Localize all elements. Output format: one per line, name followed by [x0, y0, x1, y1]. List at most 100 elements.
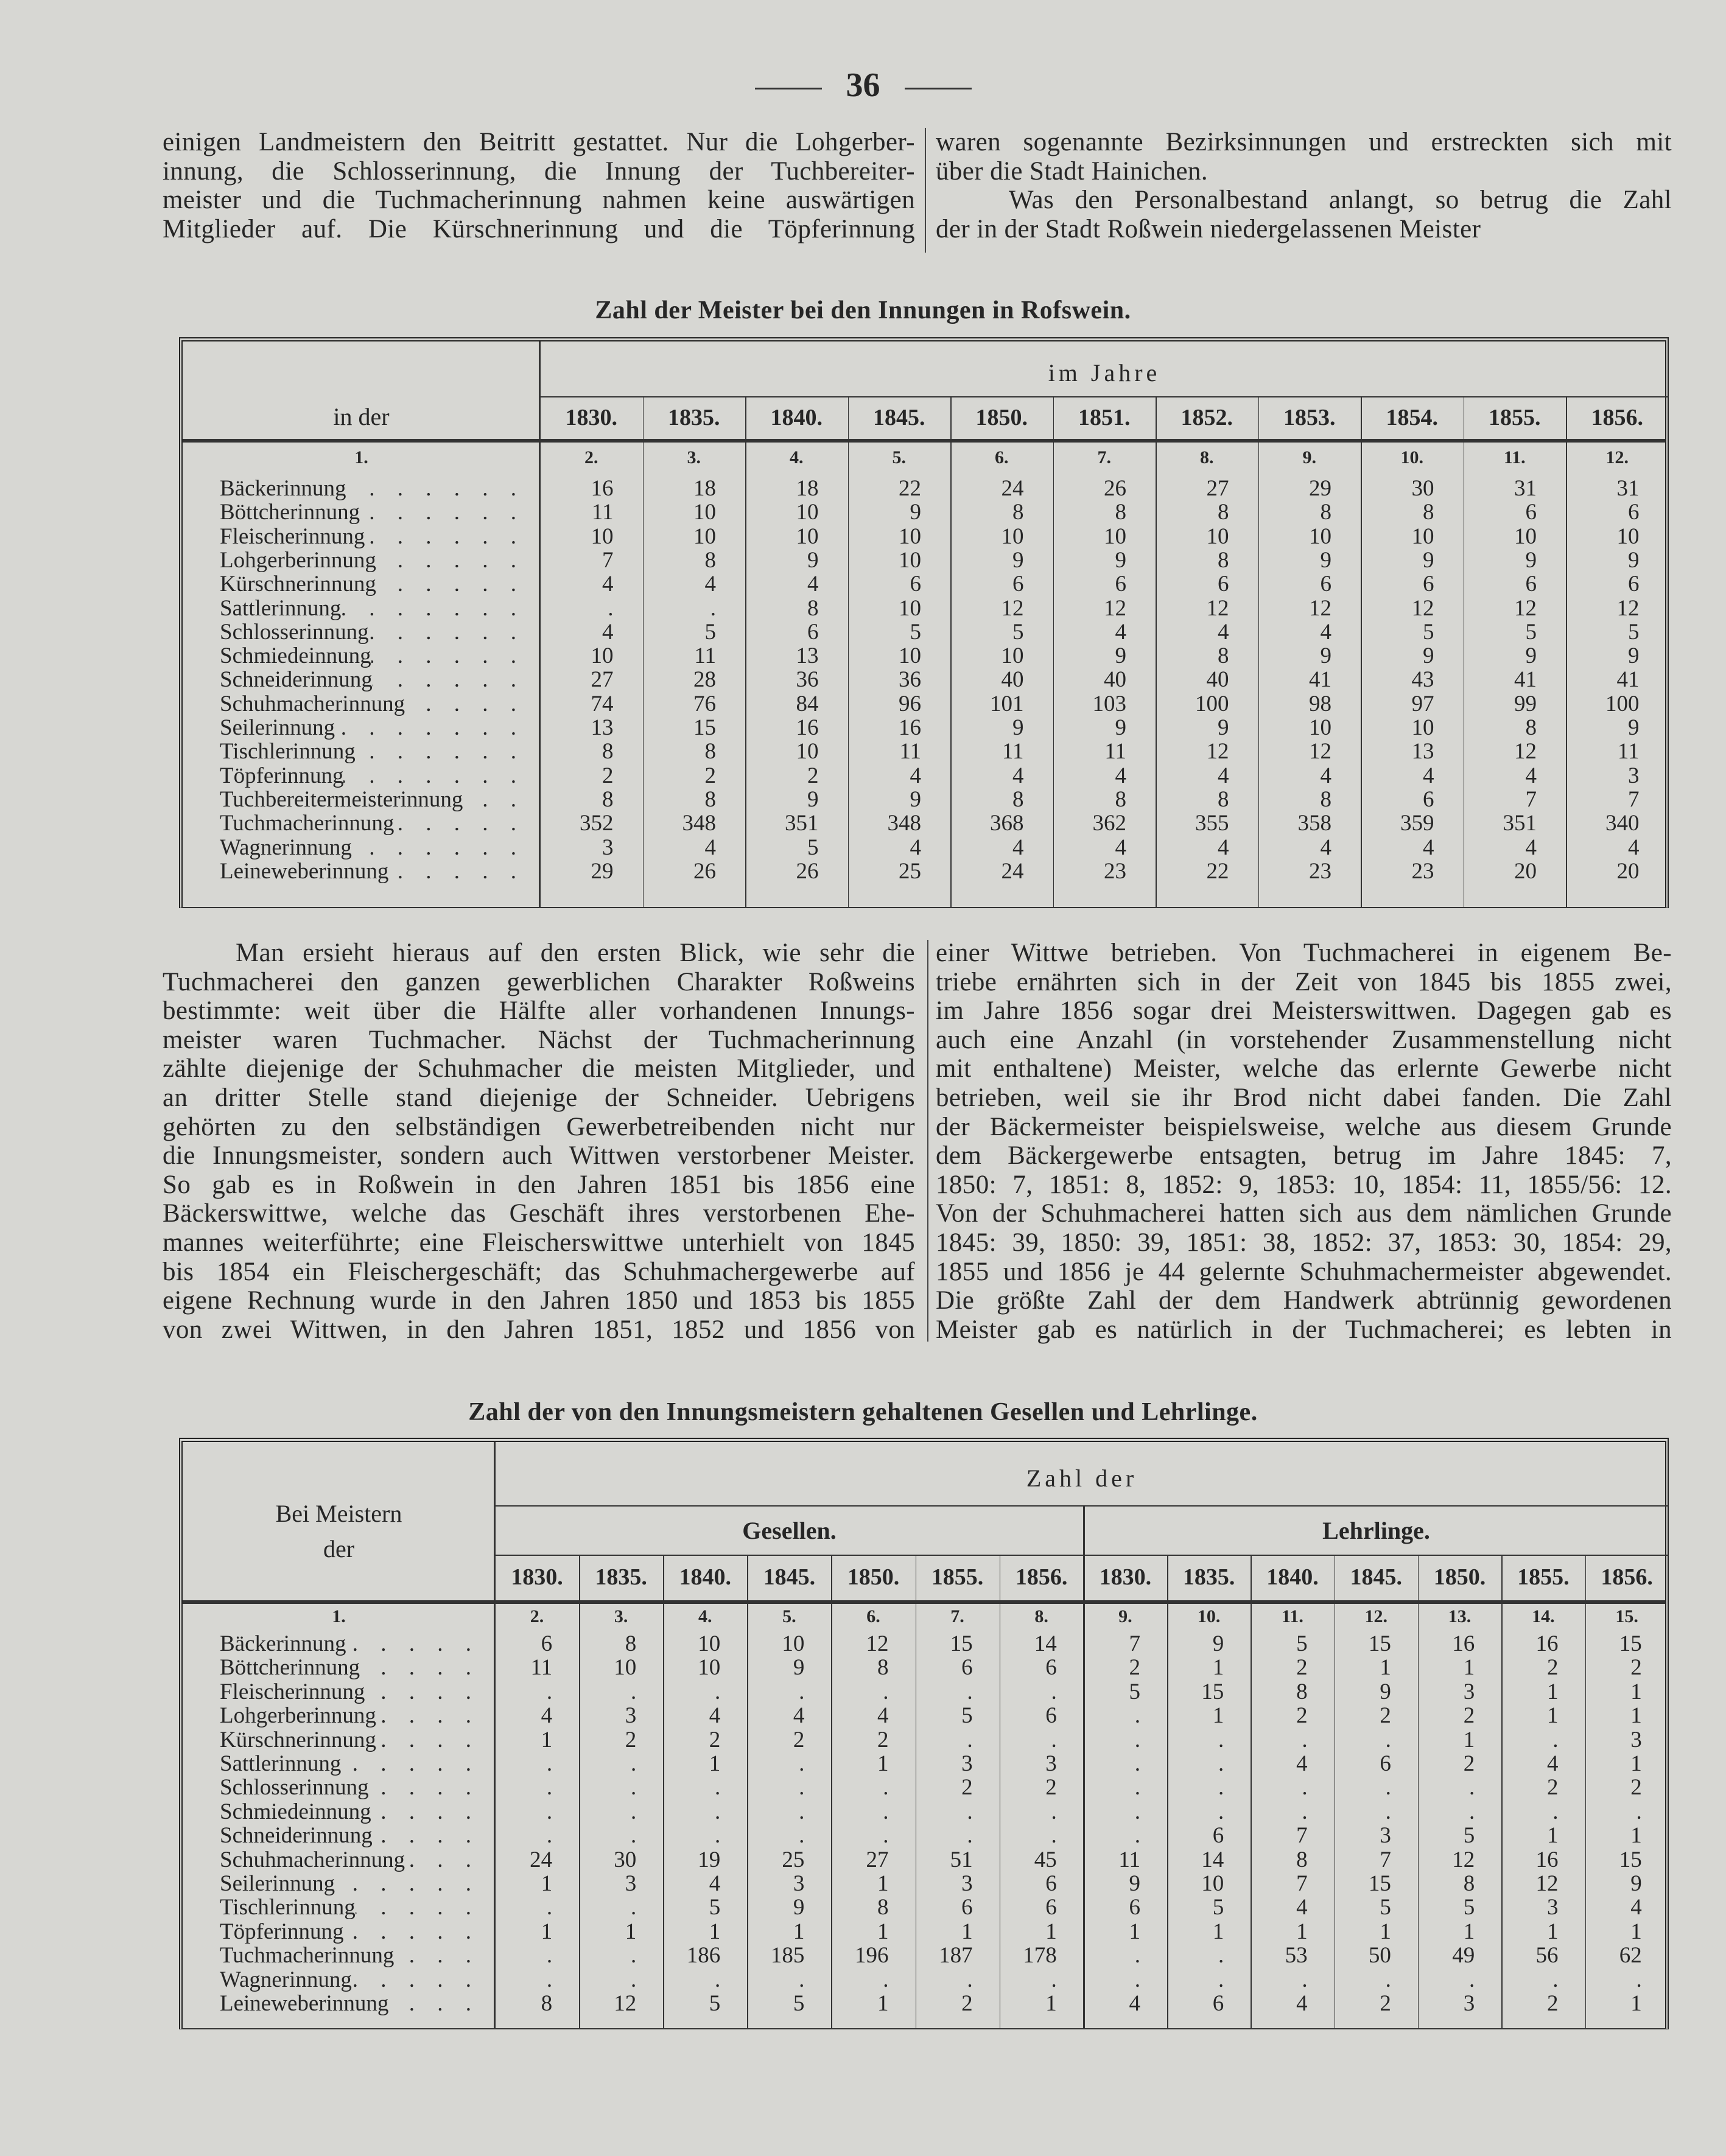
- table-cell: .: [1218, 1775, 1224, 1801]
- table-cell: 9: [1115, 547, 1127, 573]
- table-cell: 5: [1628, 619, 1640, 645]
- table-cell: 12: [1514, 739, 1537, 765]
- table-cell: 25: [782, 1847, 805, 1872]
- table-cell: 7: [602, 547, 614, 573]
- table-cell: .: [1134, 1775, 1140, 1801]
- row-label: Tischlerinnung . . . . . . . . . . . . .…: [220, 1895, 480, 1919]
- table-cell: 6: [807, 619, 819, 645]
- table-cell: 4: [1115, 835, 1127, 860]
- table-cell: 18: [796, 476, 819, 501]
- table-row: Sattlerinnung . . . . . . . . . . . . . …: [183, 597, 1665, 620]
- header-thick-rule: [183, 1600, 1665, 1604]
- column-number: 4.: [698, 1606, 712, 1626]
- table-cell: .: [608, 595, 614, 621]
- leader-dots: . . . . . . . . . . . . . . . . . .: [369, 620, 525, 644]
- table-cell: 27: [866, 1847, 889, 1872]
- table-cell: 1: [1630, 1991, 1642, 2016]
- table-cell: .: [1134, 1727, 1140, 1752]
- table-cell: 62: [1619, 1943, 1642, 1969]
- table-cell: 6: [1525, 572, 1537, 597]
- top-text-right-column: waren sogenannte Bezirksinnungen und ers…: [936, 128, 1672, 243]
- table-cell: 2: [961, 1991, 973, 2016]
- middle-text-left-column: Man ersieht hieraus auf den ersten Blick…: [163, 939, 915, 1344]
- table-cell: 348: [887, 811, 922, 836]
- table-cell: .: [1218, 1943, 1224, 1969]
- table-row: Tuchmacherinnung . . . . . . . . . . . .…: [183, 811, 1665, 835]
- table-cell: .: [710, 595, 716, 621]
- table-cell: 27: [1206, 476, 1229, 501]
- leader-dots: . . . . . . . . . . . . . . . . . .: [341, 1752, 480, 1776]
- table-cell: 10: [693, 523, 716, 549]
- year-header: 1835.: [668, 405, 720, 430]
- table-cell: 5: [961, 1703, 973, 1729]
- table-cell: 9: [1212, 1631, 1224, 1656]
- table-cell: 5: [1525, 619, 1537, 645]
- table-cell: 2: [1546, 1775, 1559, 1801]
- table-cell: 22: [1206, 858, 1229, 884]
- text-line: waren sogenannte Bezirksinnungen und ers…: [936, 128, 1672, 156]
- column-number: 12.: [1364, 1606, 1387, 1626]
- table-cell: 1: [1546, 1919, 1559, 1944]
- leader-dots: . . . . . . . . . . . . . . . . . .: [356, 740, 525, 764]
- header-rule: [495, 1505, 1669, 1507]
- table-cell: 8: [1012, 786, 1024, 812]
- table-cell: 3: [1463, 1991, 1475, 2016]
- table-cell: 10: [693, 500, 716, 525]
- row-label: Fleischerinnung . . . . . . . . . . . . …: [220, 525, 525, 548]
- row-label-text: Böttcherinnung: [220, 500, 360, 525]
- table-cell: 49: [1452, 1943, 1475, 1969]
- table-cell: 24: [1001, 858, 1024, 884]
- table-cell: 12: [1616, 595, 1640, 621]
- table-cell: 12: [614, 1991, 637, 2016]
- table-row: Schuhmacherinnung . . . . . . . . . . . …: [183, 1848, 1665, 1872]
- table-cell: 16: [591, 476, 614, 501]
- column-number: 8.: [1034, 1606, 1048, 1626]
- table-cell: 2: [1630, 1775, 1642, 1801]
- table-cell: 12: [1309, 739, 1331, 765]
- table-cell: 22: [899, 476, 921, 501]
- table-row: Schlosserinnung . . . . . . . . . . . . …: [183, 1776, 1665, 1799]
- table-row: Böttcherinnung . . . . . . . . . . . . .…: [183, 500, 1665, 524]
- table-cell: 4: [1296, 1991, 1308, 2016]
- leader-dots: . . . . . . . . . . . . . . . . . .: [405, 1847, 480, 1872]
- table-cell: 24: [530, 1847, 553, 1872]
- table-cell: 8: [704, 786, 717, 812]
- table-cell: 26: [693, 858, 716, 884]
- table-cell: 5: [1463, 1823, 1475, 1849]
- row-label: Schlosserinnung . . . . . . . . . . . . …: [220, 620, 525, 644]
- column-rule: [831, 1555, 832, 2029]
- column-rule: [745, 396, 746, 908]
- table-cell: 45: [1034, 1847, 1057, 1872]
- table-cell: 30: [1411, 476, 1434, 501]
- table-cell: .: [799, 1823, 805, 1849]
- label-header: in der: [333, 403, 390, 430]
- table-cell: 6: [1628, 500, 1640, 525]
- table-cell: 10: [591, 643, 614, 669]
- subgroup-lehrlinge: Lehrlinge.: [1322, 1517, 1430, 1544]
- table-cell: 8: [1218, 643, 1229, 669]
- table-cell: 9: [807, 547, 819, 573]
- table-cell: .: [1218, 1751, 1224, 1776]
- table-cell: 2: [1463, 1703, 1475, 1729]
- table-cell: 1: [1546, 1679, 1559, 1704]
- year-header: 1845.: [873, 405, 925, 430]
- table-cell: 4: [1546, 1751, 1559, 1776]
- table-cell: 100: [1605, 691, 1640, 716]
- table-cell: .: [1552, 1799, 1559, 1824]
- table-row: Seilerinnung . . . . . . . . . . . . . .…: [183, 1872, 1665, 1895]
- column-rule: [1251, 1555, 1252, 2029]
- column-rule: [1417, 1555, 1419, 2029]
- row-label: Schmiedeinnung . . . . . . . . . . . . .…: [220, 644, 525, 668]
- table-cell: 6: [1423, 572, 1434, 597]
- year-header: 1840.: [1266, 1564, 1319, 1590]
- table-cell: .: [1468, 1775, 1475, 1801]
- text-line: betrieben, weil sie ihr Brod nicht dabei…: [936, 1083, 1672, 1112]
- table-cell: 1: [1546, 1703, 1559, 1729]
- table-cell: 14: [1201, 1847, 1224, 1872]
- table-cell: 10: [1514, 523, 1537, 549]
- table-cell: 8: [1218, 786, 1229, 812]
- table-cell: 6: [1045, 1895, 1057, 1920]
- table-cell: 4: [1218, 763, 1229, 788]
- table-cell: .: [1134, 1703, 1140, 1729]
- column-number: 15.: [1615, 1606, 1638, 1626]
